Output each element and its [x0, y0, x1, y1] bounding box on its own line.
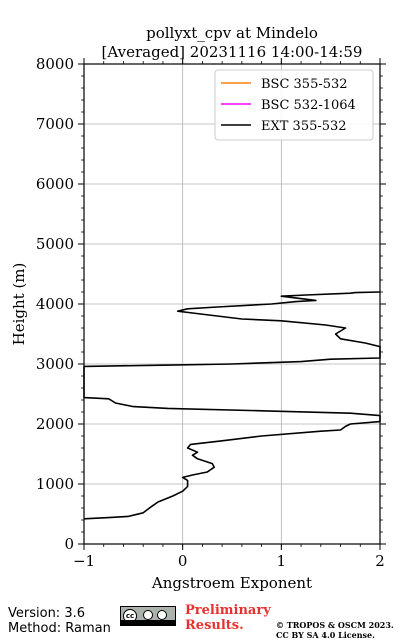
- x-tick-label: −1: [73, 552, 95, 570]
- chart-title: pollyxt_cpv at Mindelo: [146, 24, 318, 42]
- copyright-line-2: CC BY SA 4.0 License.: [276, 630, 375, 640]
- series-lines: [83, 291, 381, 520]
- method-text: Method: Raman: [8, 621, 111, 636]
- preliminary-notice: Preliminary Results.: [185, 603, 271, 633]
- y-axis-label: Height (m): [10, 263, 28, 346]
- x-axis-label: Angstroem Exponent: [151, 574, 312, 592]
- cc-badge-bar: [121, 620, 175, 625]
- legend-box: [214, 69, 374, 141]
- preliminary-line-1: Preliminary: [185, 603, 271, 618]
- cc-license-badge-icon: cc: [120, 606, 176, 626]
- copyright-notice: © TROPOS & OSCM 2023. CC BY SA 4.0 Licen…: [276, 620, 394, 640]
- x-tick-label: 2: [375, 552, 385, 570]
- copyright-line-1: © TROPOS & OSCM 2023.: [276, 620, 394, 630]
- legend-label: EXT 355-532: [261, 119, 347, 134]
- y-tick-label: 2000: [36, 415, 74, 433]
- y-tick-label: 4000: [36, 295, 74, 313]
- legend-label: BSC 355-532: [261, 77, 348, 92]
- series-line-ext-355-532: [83, 291, 381, 520]
- cc-by-icon: [143, 610, 153, 620]
- x-tick-label: 0: [178, 552, 188, 570]
- y-tick-label: 8000: [36, 55, 74, 73]
- cc-sa-icon: [157, 610, 167, 620]
- y-tick-label: 3000: [36, 355, 74, 373]
- y-tick-label: 0: [64, 535, 74, 553]
- version-text: Version: 3.6: [8, 606, 85, 621]
- legend-label: BSC 532-1064: [261, 98, 356, 113]
- x-tick-label: 1: [277, 552, 287, 570]
- legend: BSC 355-532 BSC 532-1064 EXT 355-532: [214, 69, 374, 141]
- y-tick-label: 5000: [36, 235, 74, 253]
- chart-subtitle: [Averaged] 20231116 14:00-14:59: [102, 43, 363, 61]
- y-tick-label: 1000: [36, 475, 74, 493]
- preliminary-line-2: Results.: [185, 618, 244, 633]
- footer-info: Version: 3.6 Method: Raman: [8, 606, 111, 636]
- y-tick-label: 7000: [36, 115, 74, 133]
- y-tick-label: 6000: [36, 175, 74, 193]
- chart: pollyxt_cpv at Mindelo [Averaged] 202311…: [10, 24, 386, 592]
